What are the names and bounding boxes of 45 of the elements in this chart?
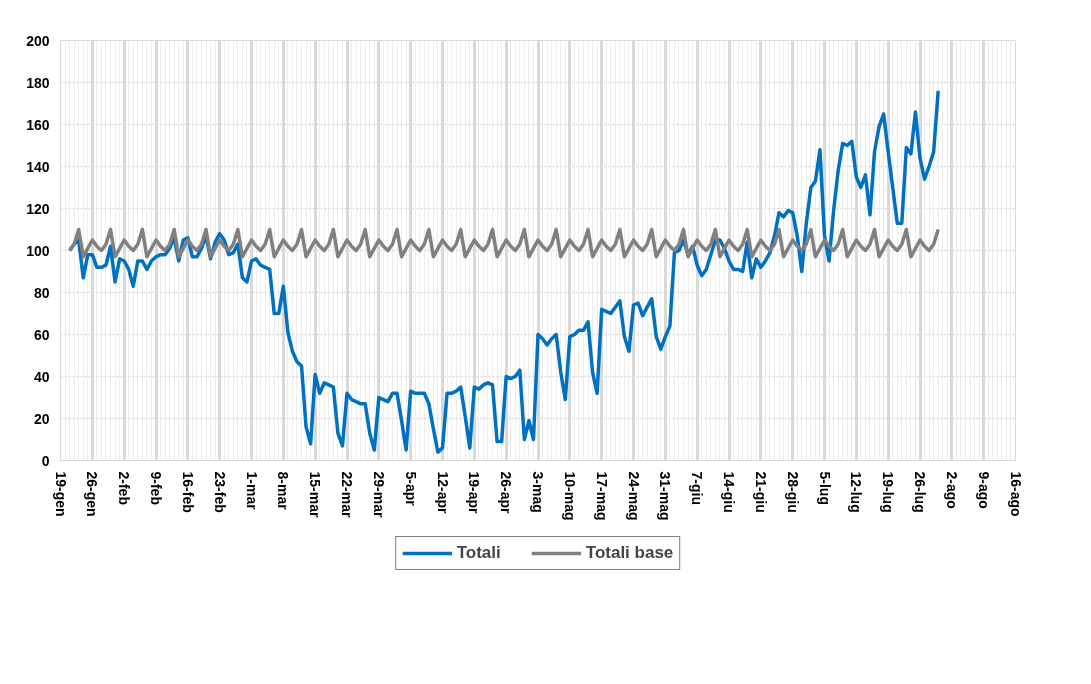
x-tick-label: 10-mag <box>561 471 578 521</box>
legend-label: Totali <box>456 543 501 563</box>
x-tick-label: 8-mar <box>275 471 292 511</box>
y-tick-label: 80 <box>33 284 50 301</box>
x-tick-label: 23-feb <box>211 471 228 513</box>
y-tick-label: 20 <box>33 410 50 427</box>
x-tick-label: 16-feb <box>179 471 196 513</box>
line-series <box>67 227 940 259</box>
x-tick-label: 15-mar <box>307 471 324 518</box>
x-tick-label: 28-giu <box>784 471 801 513</box>
y-tick-label: 40 <box>33 368 50 385</box>
y-tick-label: 180 <box>26 74 50 91</box>
x-tick-label: 12-lug <box>848 471 865 513</box>
x-tick-label: 19-lug <box>880 471 897 513</box>
y-tick-label: 60 <box>33 326 50 343</box>
x-tick-label: 19-apr <box>466 471 483 515</box>
x-tick-label: 1-mar <box>243 471 260 511</box>
x-tick-label: 31-mag <box>657 471 674 521</box>
x-tick-label: 26-gen <box>84 471 101 517</box>
legend-label: Totali base <box>585 543 674 563</box>
x-tick-label: 29-mar <box>370 471 387 518</box>
x-tick-label: 17-mag <box>593 471 610 521</box>
y-tick-label: 140 <box>26 158 50 175</box>
x-tick-label: 21-giu <box>752 471 769 513</box>
y-tick-label: 100 <box>26 242 50 259</box>
x-tick-label: 19-gen <box>52 471 69 517</box>
y-tick-label: 0 <box>41 452 50 469</box>
x-tick-label: 26-apr <box>498 471 515 515</box>
x-tick-label: 12-apr <box>434 471 451 515</box>
x-tick-label: 22-mar <box>339 471 355 518</box>
x-tick-label: 9-ago <box>975 471 992 509</box>
x-tick-label: 7-giu <box>689 471 706 505</box>
x-tick-label: 5-lug <box>816 471 833 505</box>
x-tick-label: 26-lug <box>912 471 928 513</box>
x-tick-label: 9-feb <box>148 471 164 505</box>
x-tick-label: 16-ago <box>1007 471 1024 517</box>
y-tick-label: 160 <box>26 116 50 133</box>
y-tick-label: 200 <box>26 32 50 49</box>
x-tick-label: 3-mag <box>530 471 546 513</box>
x-tick-label: 2-feb <box>116 471 133 505</box>
x-tick-label: 24-mag <box>625 471 642 521</box>
x-tick-label: 14-giu <box>721 471 737 513</box>
x-tick-label: 5-apr <box>402 471 419 507</box>
y-tick-label: 120 <box>26 200 50 217</box>
x-tick-label: 2-ago <box>943 471 960 509</box>
